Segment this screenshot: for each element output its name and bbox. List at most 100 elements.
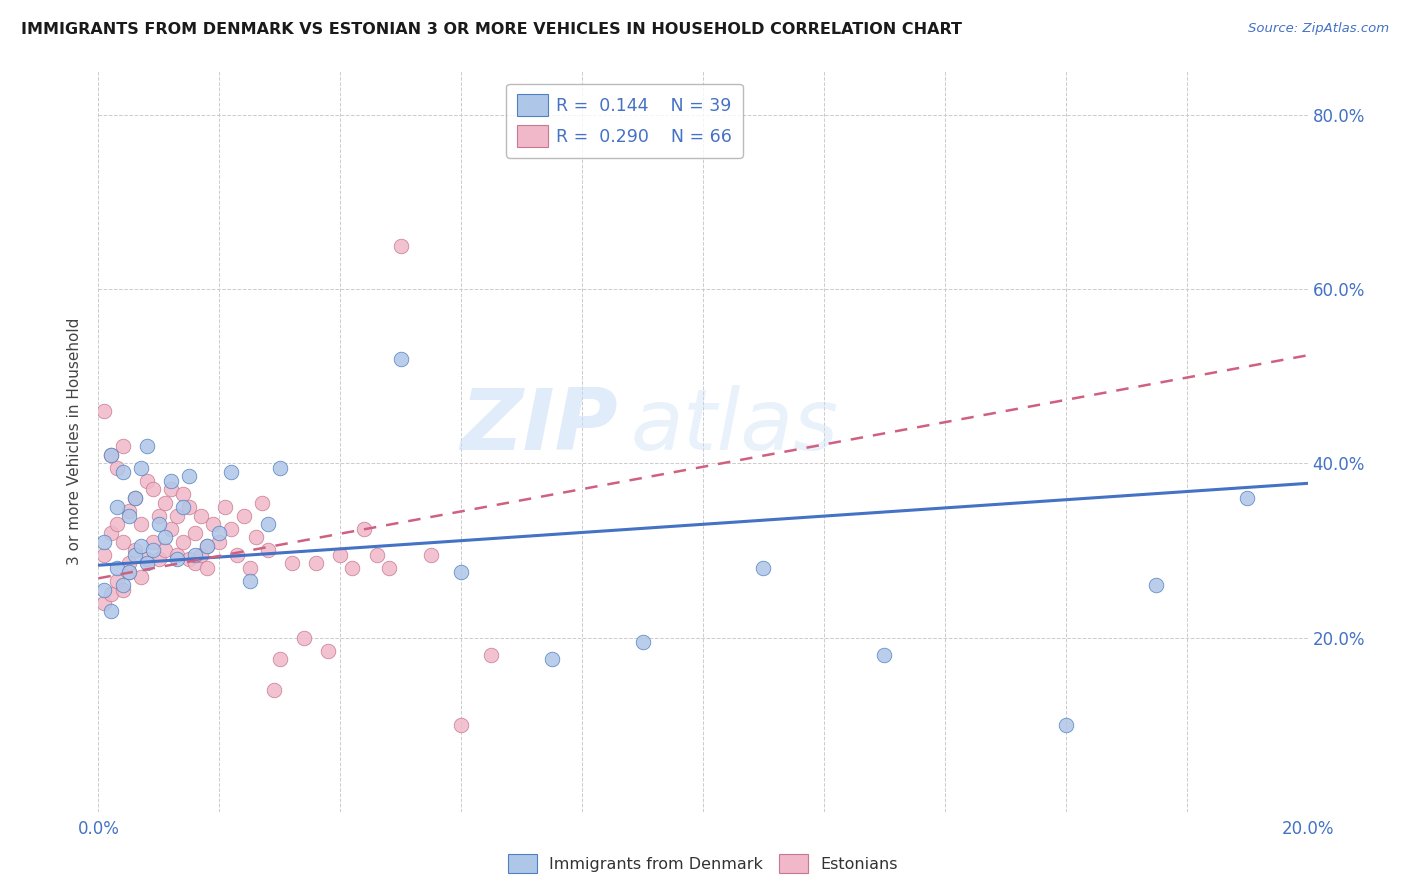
Point [118, 504, 141, 518]
Legend: R =  0.144    N = 39, R =  0.290    N = 66: R = 0.144 N = 39, R = 0.290 N = 66 [506, 84, 742, 158]
Point [172, 534, 194, 549]
Point [208, 534, 231, 549]
Point [124, 491, 146, 505]
Point [250, 495, 273, 509]
Point [481, 648, 503, 662]
Point [100, 448, 122, 462]
Point [135, 474, 157, 488]
Point [305, 557, 328, 571]
Point [269, 460, 291, 475]
Point [148, 552, 170, 566]
Point [153, 530, 176, 544]
Point [190, 508, 212, 523]
Point [124, 491, 146, 505]
Point [160, 483, 183, 497]
Point [142, 543, 165, 558]
Point [221, 522, 243, 536]
Point [142, 483, 165, 497]
Point [226, 548, 249, 562]
Text: atlas: atlas [630, 385, 838, 468]
Text: Source: ZipAtlas.com: Source: ZipAtlas.com [1249, 22, 1389, 36]
Point [166, 548, 188, 562]
Point [118, 557, 141, 571]
Point [281, 557, 304, 571]
Point [389, 238, 412, 252]
Point [631, 635, 654, 649]
Point [100, 526, 122, 541]
Legend: Immigrants from Denmark, Estonians: Immigrants from Denmark, Estonians [502, 847, 904, 880]
Point [232, 508, 254, 523]
Point [111, 465, 134, 479]
Point [129, 569, 152, 583]
Point [239, 574, 262, 588]
Point [172, 500, 194, 514]
Point [195, 561, 218, 575]
Point [184, 526, 207, 541]
Point [124, 548, 146, 562]
Point [420, 548, 443, 562]
Point [100, 448, 122, 462]
Point [105, 460, 128, 475]
Point [208, 526, 231, 541]
Point [263, 682, 285, 697]
Point [166, 552, 188, 566]
Point [153, 495, 176, 509]
Point [135, 439, 157, 453]
Point [450, 717, 472, 731]
Point [179, 500, 201, 514]
Point [366, 548, 388, 562]
Point [105, 500, 128, 514]
Point [377, 561, 399, 575]
Point [329, 548, 352, 562]
Point [389, 351, 412, 366]
Point [752, 561, 775, 575]
Point [256, 543, 278, 558]
Point [129, 517, 152, 532]
Point [202, 517, 225, 532]
Point [184, 548, 207, 562]
Point [179, 469, 201, 483]
Point [93, 534, 115, 549]
Point [342, 561, 364, 575]
Point [269, 652, 291, 666]
Point [450, 565, 472, 579]
Point [292, 631, 315, 645]
Text: ZIP: ZIP [461, 385, 619, 468]
Point [353, 522, 375, 536]
Point [93, 548, 115, 562]
Point [172, 487, 194, 501]
Point [184, 557, 207, 571]
Point [221, 465, 243, 479]
Point [540, 652, 562, 666]
Point [105, 561, 128, 575]
Point [1054, 717, 1077, 731]
Point [195, 539, 218, 553]
Point [160, 474, 183, 488]
Point [129, 460, 152, 475]
Point [105, 517, 128, 532]
Point [111, 439, 134, 453]
Point [214, 500, 236, 514]
Text: IMMIGRANTS FROM DENMARK VS ESTONIAN 3 OR MORE VEHICLES IN HOUSEHOLD CORRELATION : IMMIGRANTS FROM DENMARK VS ESTONIAN 3 OR… [21, 22, 962, 37]
Point [148, 508, 170, 523]
Point [142, 534, 165, 549]
Y-axis label: 3 or more Vehicles in Household: 3 or more Vehicles in Household [67, 318, 83, 566]
Point [256, 517, 278, 532]
Point [124, 543, 146, 558]
Point [1236, 491, 1258, 505]
Point [245, 530, 267, 544]
Point [111, 582, 134, 597]
Point [195, 539, 218, 553]
Point [129, 539, 152, 553]
Point [190, 548, 212, 562]
Point [93, 404, 115, 418]
Point [111, 534, 134, 549]
Point [100, 604, 122, 618]
Point [148, 517, 170, 532]
Point [239, 561, 262, 575]
Point [1144, 578, 1167, 592]
Point [93, 596, 115, 610]
Point [118, 565, 141, 579]
Point [160, 522, 183, 536]
Point [179, 552, 201, 566]
